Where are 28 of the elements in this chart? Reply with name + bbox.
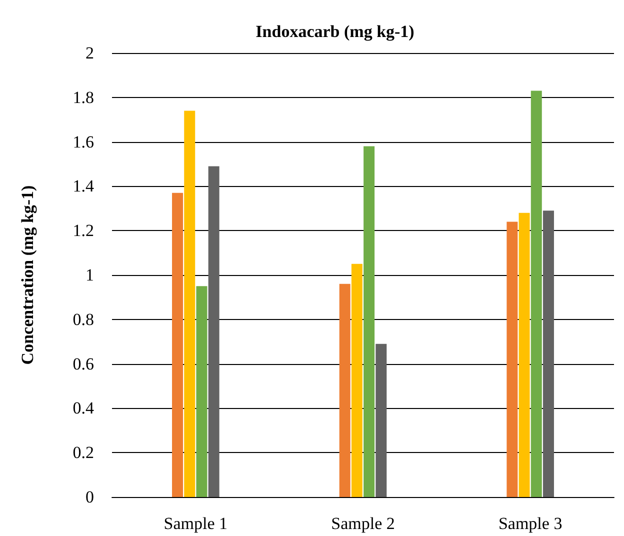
bar xyxy=(196,286,208,497)
y-tick-label: 0 xyxy=(86,488,94,506)
chart-title: Indoxacarb (mg kg-1) xyxy=(256,22,414,41)
y-axis-title: Concentration (mg kg-1) xyxy=(18,185,37,365)
y-tick-label: 2 xyxy=(86,44,94,62)
bar xyxy=(364,146,375,497)
bar xyxy=(542,210,554,497)
bar xyxy=(339,284,350,497)
bar xyxy=(184,110,196,497)
y-tick-label: 0.6 xyxy=(72,354,94,374)
y-tick-label: 0.4 xyxy=(72,398,94,418)
x-tick-label: Sample 3 xyxy=(498,514,562,533)
y-tick-label: 0.2 xyxy=(72,443,94,462)
bar xyxy=(518,212,530,497)
bar xyxy=(172,192,184,497)
y-tick-label: 1 xyxy=(86,266,94,284)
bar xyxy=(506,222,518,497)
y-tick-label: 1.6 xyxy=(72,132,94,152)
y-tick-label: 1.4 xyxy=(72,176,94,196)
y-tick-label: 1.2 xyxy=(72,221,94,240)
y-tick-label: 1.8 xyxy=(72,88,94,107)
bar xyxy=(376,344,387,497)
bar xyxy=(530,90,542,497)
bar xyxy=(351,264,362,497)
bar xyxy=(208,166,220,497)
y-tick-label: 0.8 xyxy=(72,310,94,329)
x-tick-label: Sample 1 xyxy=(164,514,228,533)
x-tick-label: Sample 2 xyxy=(331,514,395,533)
